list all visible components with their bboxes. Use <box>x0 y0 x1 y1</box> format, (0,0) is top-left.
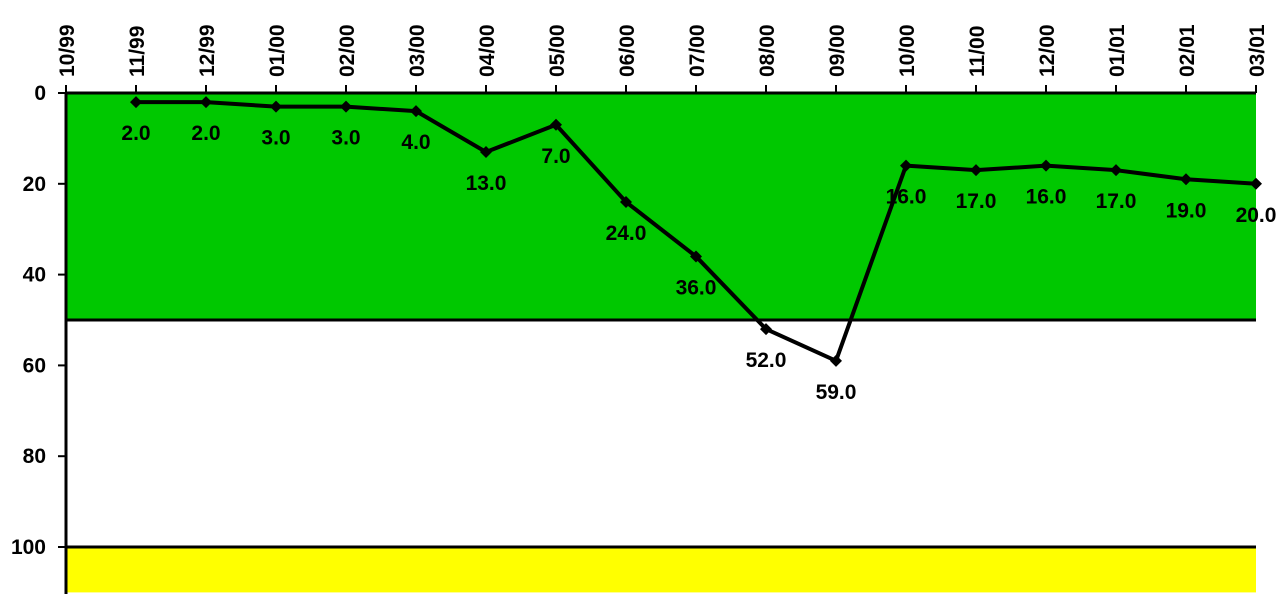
data-point <box>1110 164 1122 177</box>
label-layer: 2.0 2.0 3.0 3.0 4.0 13.0 7.0 24.0 36.0 52.0 59.0 16… <box>121 122 1276 404</box>
x-tick-label: 10/00 <box>896 24 919 77</box>
x-tick-label: 11/99 <box>126 26 149 77</box>
x-tick-label: 02/01 <box>1176 24 1199 77</box>
data-point <box>620 195 632 208</box>
data-point <box>830 354 842 367</box>
y-tick-label: 0 <box>34 82 46 105</box>
y-tick-label: 80 <box>23 445 46 468</box>
x-tick-label: 01/01 <box>1106 24 1129 77</box>
band-0 <box>66 93 1256 320</box>
data-label: 2.0 <box>121 122 150 145</box>
x-tick-label: 06/00 <box>616 24 639 77</box>
data-point <box>760 323 772 336</box>
data-label: 16.0 <box>886 186 927 209</box>
data-point <box>270 100 282 113</box>
data-label: 17.0 <box>956 190 997 213</box>
data-label: 2.0 <box>191 122 220 145</box>
axes-layer: 10/99 11/99 12/99 01/00 02/00 03/00 04/00 05/00… <box>11 24 1269 594</box>
data-label: 24.0 <box>606 222 647 245</box>
data-point <box>970 164 982 177</box>
y-tick-label: 60 <box>23 354 46 377</box>
data-label: 13.0 <box>466 172 507 195</box>
data-point <box>200 96 212 109</box>
data-label: 52.0 <box>746 349 787 372</box>
data-label: 19.0 <box>1166 199 1207 222</box>
data-point <box>1250 177 1262 190</box>
band-2 <box>66 547 1256 593</box>
data-point <box>550 118 562 131</box>
data-label: 17.0 <box>1096 190 1137 213</box>
x-tick-label: 09/00 <box>826 24 849 77</box>
y-tick-label: 40 <box>23 264 46 287</box>
x-tick-label: 03/00 <box>406 24 429 77</box>
y-tick-label: 20 <box>23 173 46 196</box>
data-label: 3.0 <box>331 127 360 150</box>
data-label: 3.0 <box>261 127 290 150</box>
data-point <box>1040 159 1052 172</box>
data-point <box>900 159 912 172</box>
x-tick-label: 02/00 <box>336 24 359 77</box>
data-label: 20.0 <box>1236 204 1277 227</box>
data-point <box>340 100 352 113</box>
x-tick-label: 08/00 <box>756 24 779 77</box>
x-tick-label: 07/00 <box>686 24 709 77</box>
data-label: 16.0 <box>1026 186 1067 209</box>
x-tick-label: 12/00 <box>1036 24 1059 77</box>
data-label: 36.0 <box>676 276 717 299</box>
band-1 <box>66 320 1256 547</box>
x-tick-label: 01/00 <box>266 24 289 77</box>
x-tick-label: 12/99 <box>196 24 219 77</box>
data-label: 7.0 <box>541 145 570 168</box>
data-point <box>410 105 422 118</box>
x-tick-label: 10/99 <box>56 24 79 77</box>
x-tick-label: 05/00 <box>546 24 569 77</box>
data-point <box>130 96 142 109</box>
x-tick-label: 04/00 <box>476 24 499 77</box>
data-label: 59.0 <box>816 381 857 404</box>
data-point <box>1180 173 1192 186</box>
band-layer <box>66 93 1256 593</box>
series-layer <box>130 96 1262 367</box>
x-tick-label: 03/01 <box>1246 24 1269 77</box>
x-tick-label: 11/00 <box>966 26 989 77</box>
data-point <box>690 250 702 263</box>
data-point <box>480 146 492 159</box>
data-label: 4.0 <box>401 131 430 154</box>
y-tick-label: 100 <box>11 536 46 559</box>
